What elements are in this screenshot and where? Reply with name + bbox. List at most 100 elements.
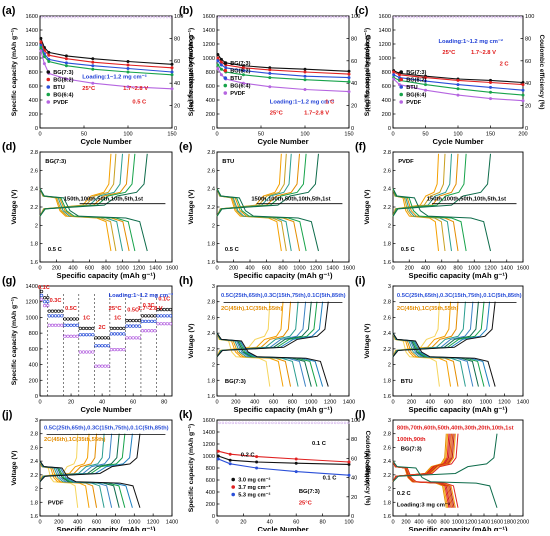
data-point [137,324,142,328]
data-point [137,318,142,323]
legend-marker [223,61,228,65]
x-tick-label: 0 [215,266,218,272]
data-point [88,333,92,337]
charge-curve [392,433,459,482]
x-tick-label: 400 [421,266,430,272]
x-tick-label: 600 [427,520,436,526]
y2-tick-label: 40 [525,81,531,87]
y-tick-label: 1.6 [383,394,391,400]
data-point [140,329,145,333]
annotation: BG(7:3) [299,489,320,495]
ce-point [484,15,487,19]
legend-marker [46,100,51,104]
discharge-curve [392,460,498,508]
data-point [75,334,79,338]
annotation: 25°C [299,500,313,506]
data-point [228,458,232,462]
data-point [122,347,126,352]
ce-point [267,15,270,19]
x-tick-label: 0 [38,400,41,406]
data-point [268,76,272,80]
ce-point [277,421,281,425]
data-point [456,87,460,91]
data-point [228,462,232,466]
y-tick-label: 1400 [379,28,391,34]
ce-point [402,15,406,19]
legend-marker [223,83,228,88]
annotation: 0.1 C [312,441,327,447]
data-point [147,329,151,333]
x-tick-label: 1200 [324,400,336,406]
panel-label: (l) [355,409,366,421]
rate-label: 0.5C [65,306,77,312]
y-tick-label: 2.2 [207,205,215,211]
y-tick-label: 1200 [203,442,215,448]
y-axis-label: Voltage (V) [188,190,195,225]
ce-point [238,421,241,425]
annotation: 0.5 C [132,99,147,105]
data-point [424,79,427,83]
data-point [60,309,64,313]
data-point [47,309,51,313]
panel-label: (b) [179,5,193,17]
data-point [109,332,114,336]
legend-marker [231,477,235,482]
ce-point [428,15,432,19]
x-tick-label: 1400 [326,266,338,272]
data-point [72,334,76,338]
data-point [39,46,43,49]
panel-label: (k) [179,409,193,421]
ce-point [513,15,516,19]
rate-label: 0.5C [127,308,139,314]
y-tick-label: 2.6 [383,315,391,321]
data-point [91,64,95,68]
marks-f [392,153,517,252]
ce-point [234,15,237,19]
y-tick-label: 600 [29,84,38,90]
x-tick-label: 0 [38,520,41,526]
panel-label: (e) [179,141,193,153]
x-tick-label: 1200 [498,400,510,406]
data-point [303,88,307,91]
y-tick-label: 1200 [26,42,38,48]
data-point [159,314,163,318]
data-point [347,76,351,80]
y-tick-label: 3 [212,284,215,290]
data-point [150,314,154,318]
x-tick-label: 200 [229,266,238,272]
annotation: 0.2 C [241,452,256,458]
marks-i [392,301,517,387]
ce-point [333,421,337,425]
ce-point [247,15,250,19]
y-tick-label: 200 [29,378,38,384]
data-point [398,83,401,87]
data-point [424,83,427,87]
y2-tick-label: 100 [351,418,360,424]
y-axis-label: Specific capacity (mAh g⁻¹) [188,424,195,513]
legend-marker [223,91,228,95]
x-tick-label: 1200 [147,520,159,526]
y-tick-label: 0 [212,126,215,132]
data-point [46,300,50,304]
ce-point [218,421,221,425]
data-point [84,350,89,354]
charge-curve [39,153,148,217]
data-point [489,78,492,82]
x-tick-label: 0 [215,400,218,406]
legend-label: BG(6:4) [53,93,73,99]
panel-label: (d) [2,141,16,153]
y-tick-label: 1400 [26,28,38,34]
ce-point [432,15,435,19]
ce-point [333,15,336,19]
data-point [75,323,79,327]
y2-tick-label: 80 [351,36,357,42]
y-tick-label: 2 [212,363,215,369]
data-point [224,66,228,70]
data-point [39,289,44,294]
ce-point [306,15,310,19]
y-tick-label: 1000 [203,56,215,62]
discharge-curve [392,188,491,252]
data-point [268,68,272,72]
data-point [241,81,245,85]
y2-tick-label: 80 [351,437,357,443]
